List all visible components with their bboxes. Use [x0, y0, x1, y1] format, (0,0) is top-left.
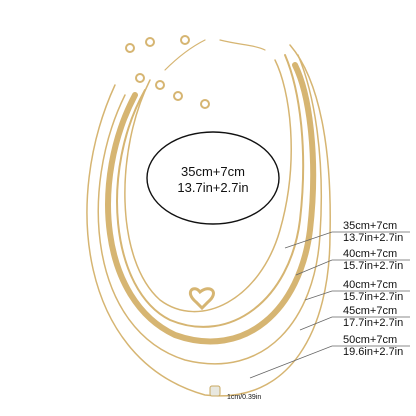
leader-line [295, 259, 410, 276]
necklace-4 [97, 54, 322, 365]
label-cm: 40cm+7cm [343, 248, 397, 260]
label-cm: 35cm+7cm [343, 220, 397, 232]
necklace-2 [116, 54, 305, 328]
leader-line [249, 345, 410, 379]
label-cm: 40cm+7cm [343, 279, 397, 291]
extender [219, 39, 266, 51]
leader-line [299, 316, 410, 331]
leader-line [304, 290, 410, 301]
heart-pendant [188, 287, 215, 311]
leader-line [284, 231, 410, 249]
label-inch: 15.7in+2.7in [343, 260, 403, 272]
label-cm: 45cm+7cm [343, 305, 397, 317]
ellipse-inch: 13.7in+2.7in [177, 180, 248, 195]
length-labels: 35cm+7cm13.7in+2.7in40cm+7cm15.7in+2.7in… [249, 220, 410, 379]
callout-ellipse [146, 131, 280, 225]
necklace-3 [105, 62, 317, 345]
ellipse-cm: 35cm+7cm [181, 164, 245, 179]
label-inch: 15.7in+2.7in [343, 291, 403, 303]
necklace-1 [124, 59, 292, 313]
stone-pendant [209, 385, 221, 397]
necklaces [86, 35, 331, 397]
label-inch: 13.7in+2.7in [343, 232, 403, 244]
label-inch: 17.7in+2.7in [343, 317, 403, 329]
necklace-5 [86, 44, 331, 397]
clasps [125, 35, 210, 109]
scale-note: 1cm/0.39in [227, 394, 261, 401]
label-cm: 50cm+7cm [343, 334, 397, 346]
extender [164, 39, 206, 71]
label-inch: 19.6in+2.7in [343, 346, 403, 358]
